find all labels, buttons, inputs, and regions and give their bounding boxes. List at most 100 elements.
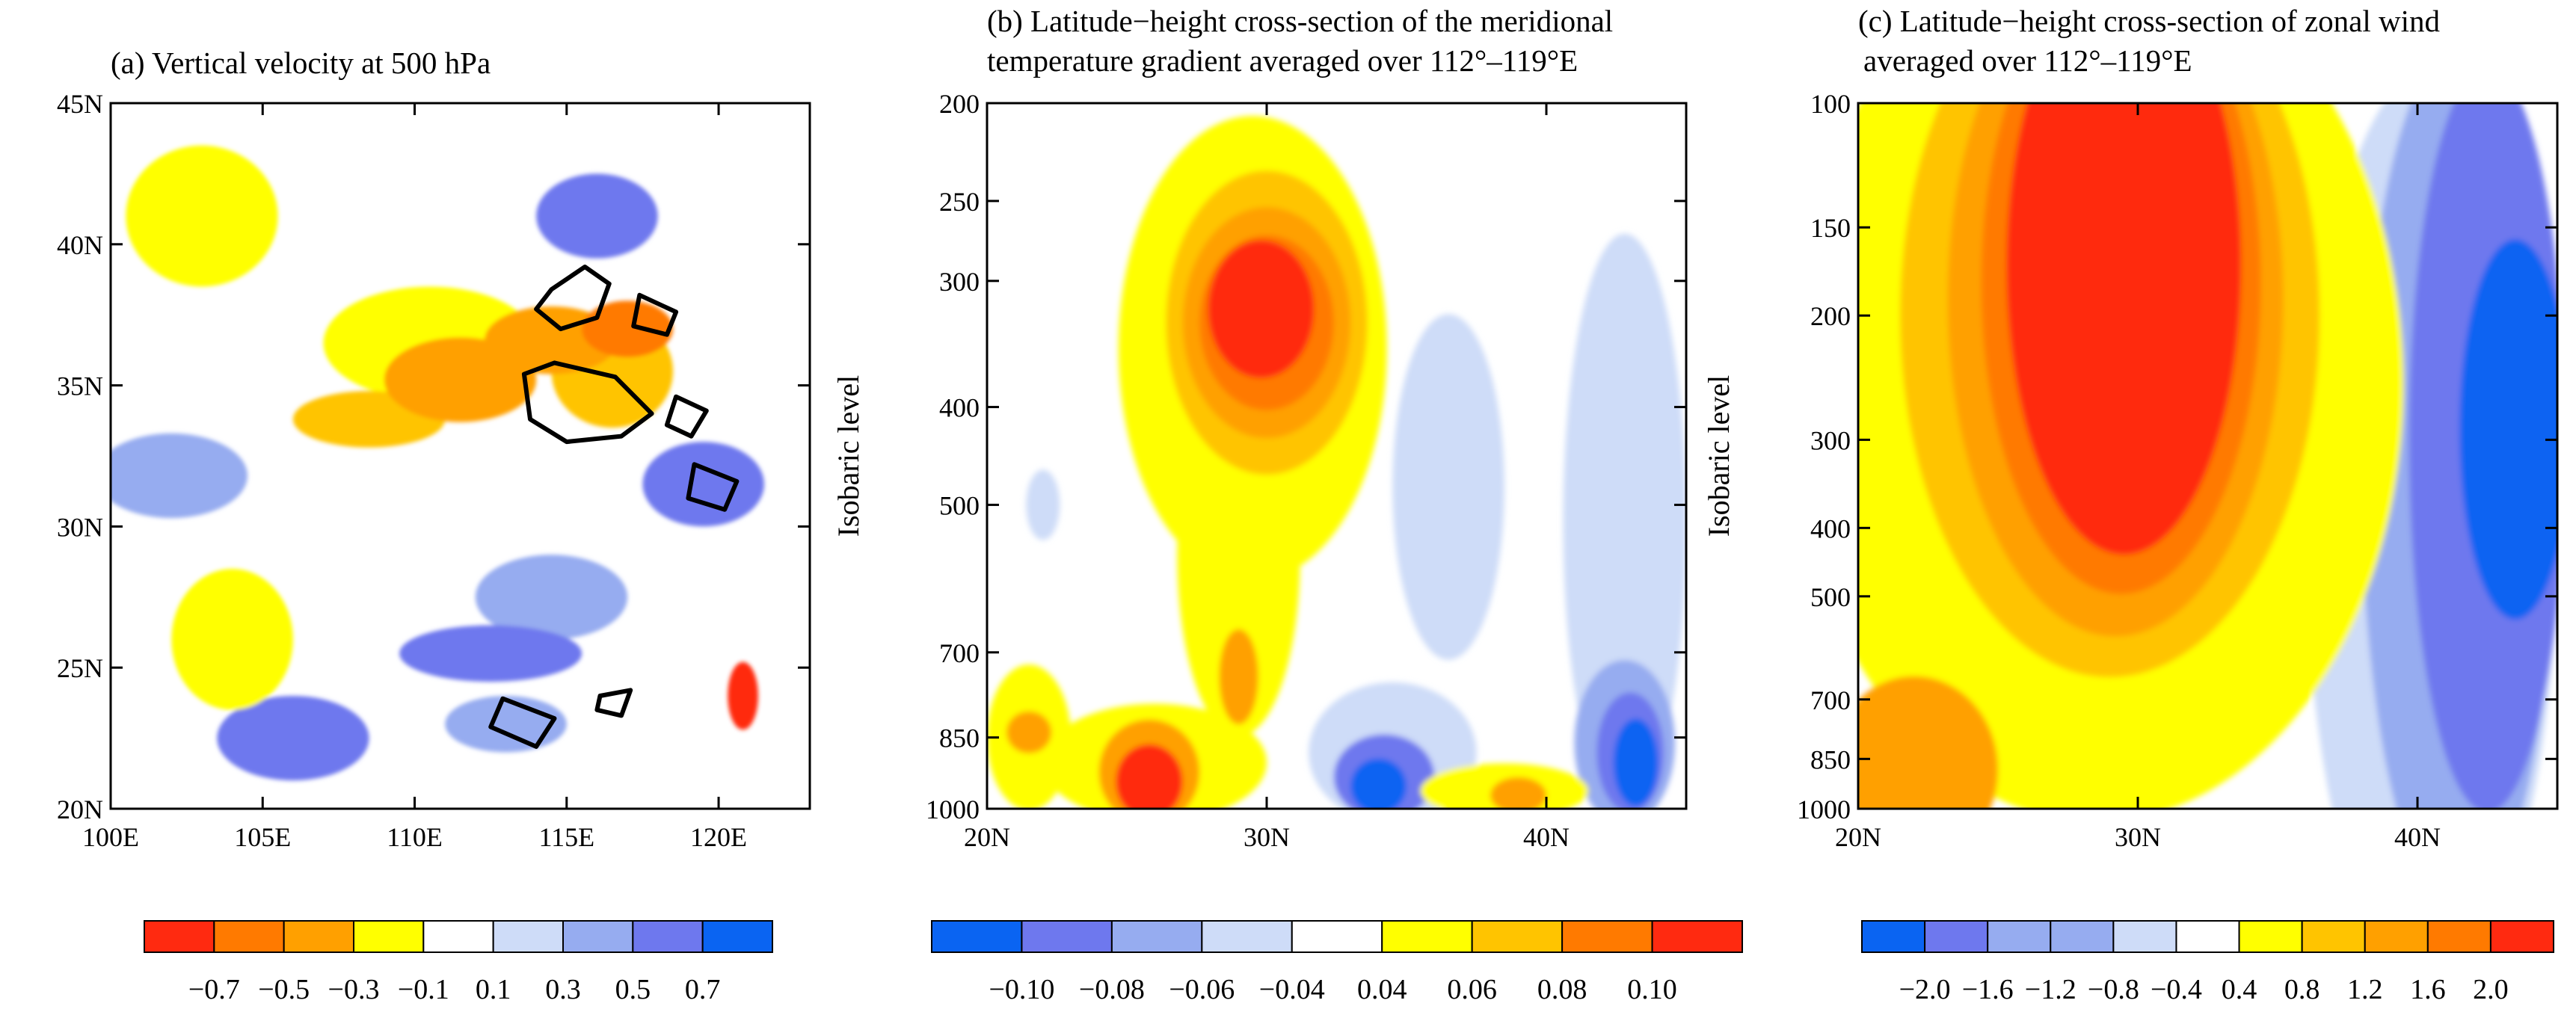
panel-c-xtick-label-0: 20N (1835, 822, 1881, 852)
panel-b-ytick-label-4: 500 (939, 490, 980, 520)
panel-a-xtick-label-2: 110E (387, 822, 443, 852)
colorbar-b-swatch-0 (931, 920, 1023, 953)
colorbar-b-label-0: −0.10 (989, 974, 1054, 1005)
colorbar-b-label-5: 0.06 (1447, 974, 1497, 1005)
panel-a-contour-2 (521, 360, 654, 445)
panel-b-shade-region-17 (1026, 469, 1060, 540)
panel-c-ytick-label-2: 200 (1810, 301, 1851, 331)
colorbar-c-label-1: −1.6 (1962, 974, 2014, 1005)
panel-a-shade-region-2 (582, 300, 674, 357)
panel-a-contour-0 (534, 265, 612, 332)
panel-a-ytick-label-0: 20N (57, 795, 103, 824)
panel-a-frame (109, 102, 811, 810)
panel-b-ytick-label-5: 700 (939, 638, 980, 668)
panel-a-ytick-label-5: 45N (57, 89, 103, 119)
panel-b-shade-region-8 (1208, 240, 1315, 379)
colorbar-b-swatch-8 (1651, 920, 1744, 953)
panel-a-shade-region-8 (171, 569, 293, 710)
panel-a-contour-5 (488, 696, 557, 749)
panel-a-shade-region-13 (111, 433, 248, 519)
colorbar-b-label-4: 0.04 (1357, 974, 1407, 1005)
panel-c-ytick-label-4: 400 (1810, 513, 1851, 543)
colorbar-b-label-7: 0.10 (1627, 974, 1677, 1005)
panel-c-shade-region-9 (2459, 239, 2557, 620)
panel-c-ytick-label-0: 100 (1810, 89, 1851, 119)
panel-a-axes: 100E 105E 110E 115E 120E 20N 25N 30N 35N 40N 45N (57, 89, 810, 852)
panel-a-shade-region-10 (399, 625, 582, 682)
colorbar-a-label-2: −0.3 (328, 974, 380, 1005)
panel-a-shading (111, 145, 765, 781)
panel-b-shade-region-20 (1613, 718, 1659, 807)
panel-b-shade-region-10 (1116, 744, 1183, 809)
colorbar-a-label-7: 0.7 (685, 974, 721, 1005)
panel-c-plot (1858, 103, 2557, 809)
colorbar-b-swatch-7 (1561, 920, 1653, 953)
colorbar-a-label-6: 0.5 (615, 974, 651, 1005)
colorbar-a-swatch-1 (213, 920, 285, 953)
panel-a-title: (a) Vertical velocity at 500 hPa (111, 46, 491, 80)
panel-a-xtick-label-3: 115E (538, 822, 594, 852)
panel-c-xtick-label-2: 40N (2394, 822, 2441, 852)
colorbar-b-swatch-6 (1471, 920, 1564, 953)
panel-a-shade-region-11 (475, 555, 628, 640)
panel-a-plot (111, 103, 810, 809)
colorbar-c-label-9: 2.0 (2473, 974, 2509, 1005)
panel-a-contours (488, 265, 740, 749)
panel-c-ytick-label-1: 150 (1810, 213, 1851, 243)
colorbar-a-swatch-7 (632, 920, 704, 953)
colorbar-a-swatch-3 (353, 920, 425, 953)
panel-b-ytick-label-0: 200 (939, 89, 980, 119)
panel-b-shade-region-11 (1006, 711, 1052, 753)
panel-a-contour-1 (631, 292, 679, 337)
panel-b-frame (986, 102, 1688, 810)
colorbar-b-label-3: −0.04 (1259, 974, 1325, 1005)
colorbar-c-swatch-0 (1861, 920, 1926, 953)
panel-a-xtick-label-1: 105E (234, 822, 291, 852)
panel-b-shade-region-22 (1350, 758, 1407, 809)
colorbar-b: −0.10 −0.08 −0.06 −0.04 0.04 0.06 0.08 0.10 (931, 920, 1744, 1005)
panel-b-plot (987, 103, 1686, 809)
colorbar-a-label-5: 0.3 (545, 974, 581, 1005)
colorbar-c-label-7: 1.2 (2347, 974, 2383, 1005)
colorbar-b-label-1: −0.08 (1079, 974, 1145, 1005)
colorbar-a-swatch-0 (144, 920, 215, 953)
panel-a-xtick-label-4: 120E (690, 822, 747, 852)
colorbar-c-label-2: −1.2 (2025, 974, 2077, 1005)
panel-c-shade-region-5 (2006, 103, 2242, 555)
panel-c-ytick-label-3: 300 (1810, 425, 1851, 455)
panel-c-frame (1857, 102, 2559, 810)
colorbar-b-swatch-3 (1201, 920, 1293, 953)
panel-c: (c) Latitude−height cross-section of zon… (1702, 4, 2559, 852)
panel-c-ytick-label-6: 700 (1810, 685, 1851, 715)
colorbar-c-swatch-2 (1987, 920, 2052, 953)
colorbar-a-swatch-2 (283, 920, 354, 953)
colorbar-c-label-0: −2.0 (1899, 974, 1951, 1005)
colorbar-c-swatch-9 (2426, 920, 2492, 953)
colorbar-b-swatch-5 (1381, 920, 1473, 953)
panel-b-title-line1: (b) Latitude−height cross-section of the… (987, 4, 1613, 38)
panel-c-shading (1858, 103, 2557, 809)
colorbar-c-swatch-1 (1924, 920, 1989, 953)
colorbar-c-swatch-5 (2175, 920, 2240, 953)
panel-a: (a) Vertical velocity at 500 hPa 100E 105… (57, 46, 811, 852)
panel-b-axes: 20N 30N 40N 200 250 300 400 500 700 850 1000 (926, 89, 1686, 852)
panel-b-ylabel: Isobaric level (831, 375, 865, 537)
panel-b-ytick-label-7: 1000 (926, 795, 980, 824)
panel-a-shade-region-9 (217, 695, 369, 781)
panel-c-ytick-label-5: 500 (1810, 582, 1851, 612)
panel-b-xtick-label-1: 30N (1244, 822, 1290, 852)
panel-b: (b) Latitude−height cross-section of the… (831, 4, 1688, 852)
panel-a-shade-region-7 (728, 661, 758, 730)
colorbar-c: −2.0 −1.6 −1.2 −0.8 −0.4 0.4 0.8 1.2 1.6 2.0 (1861, 920, 2555, 1005)
panel-c-axes: 20N 30N 40N 100 150 200 300 400 500 700 850 1000 (1797, 89, 2557, 852)
panel-a-ytick-label-3: 35N (57, 371, 103, 401)
colorbar-c-swatch-8 (2364, 920, 2429, 953)
colorbar-b-swatch-2 (1110, 920, 1203, 953)
colorbar-c-swatch-3 (2050, 920, 2115, 953)
colorbar-a: −0.7 −0.5 −0.3 −0.1 0.1 0.3 0.5 0.7 (144, 920, 774, 1005)
colorbar-a-label-1: −0.5 (258, 974, 310, 1005)
panel-b-ytick-label-6: 850 (939, 724, 980, 753)
colorbar-c-label-4: −0.4 (2151, 974, 2202, 1005)
panel-a-ytick-label-4: 40N (57, 230, 103, 260)
panel-a-xtick-label-0: 100E (82, 822, 139, 852)
